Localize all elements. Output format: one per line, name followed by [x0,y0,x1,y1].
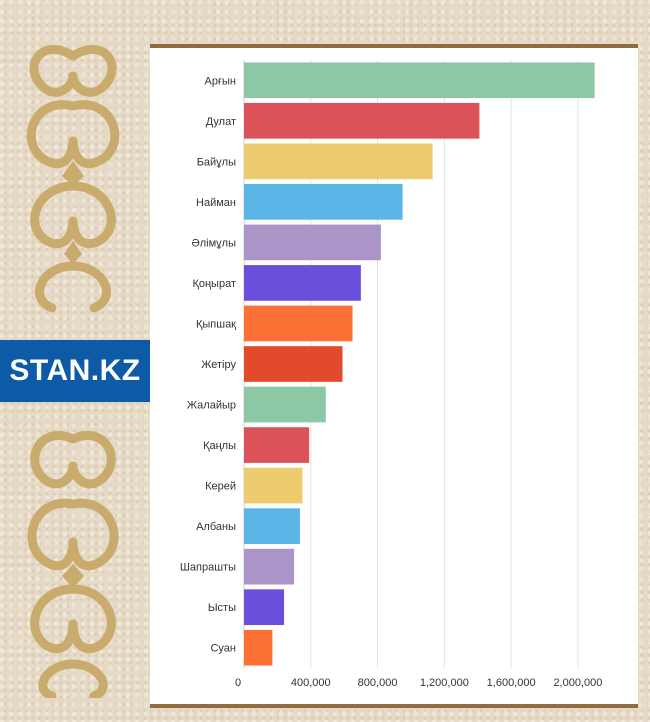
bar [244,467,303,504]
category-label: Қыпшақ [196,318,236,330]
bar-chart: Арғын Дулат Байұлы Найман Әлімұлы Қоңырат Қыпш… [180,60,602,689]
category-label: Найман [196,197,236,209]
tick-label: 1,200,000 [420,677,469,689]
category-label: Керей [205,481,236,493]
category-label: Албаны [196,521,236,533]
bar [244,629,273,666]
logo-text: STAN.KZ [9,354,141,387]
bar [244,265,361,301]
category-label: Дулат [206,116,236,128]
bar [244,143,433,180]
bar [244,548,295,585]
category-label: Жалайыр [187,400,236,412]
bar [244,62,595,99]
bar [244,224,381,261]
stan-kz-logo: STAN.KZ [0,340,150,402]
tick-label: 800,000 [358,677,398,689]
bar [244,427,310,463]
bar [244,508,300,544]
category-label: Ысты [208,602,236,614]
tick-label: 400,000 [291,677,331,689]
ornament-bottom [27,430,119,698]
tick-label: 1,600,000 [487,677,536,689]
category-label: Шапрашты [180,562,236,574]
bar [244,102,480,139]
bar [244,589,285,626]
category-label: Қоңырат [192,278,236,290]
category-label: Қаңлы [203,440,236,452]
frame-bottom-line [150,704,638,708]
bar [244,184,403,220]
category-label: Жетіру [201,359,236,371]
chart-panel: Арғын Дулат Байұлы Найман Әлімұлы Қоңырат Қыпш… [150,48,638,704]
tick-label: 2,000,000 [553,677,602,689]
frame-top-line [150,44,638,48]
bar [244,305,353,342]
category-label: Әлімұлы [191,237,236,249]
bar [244,346,343,382]
tick-label: 0 [235,677,241,689]
bar [244,386,326,423]
ornament-top [26,45,120,313]
category-label: Байұлы [197,156,236,168]
category-label: Арғын [205,75,236,87]
category-label: Суан [210,643,236,655]
